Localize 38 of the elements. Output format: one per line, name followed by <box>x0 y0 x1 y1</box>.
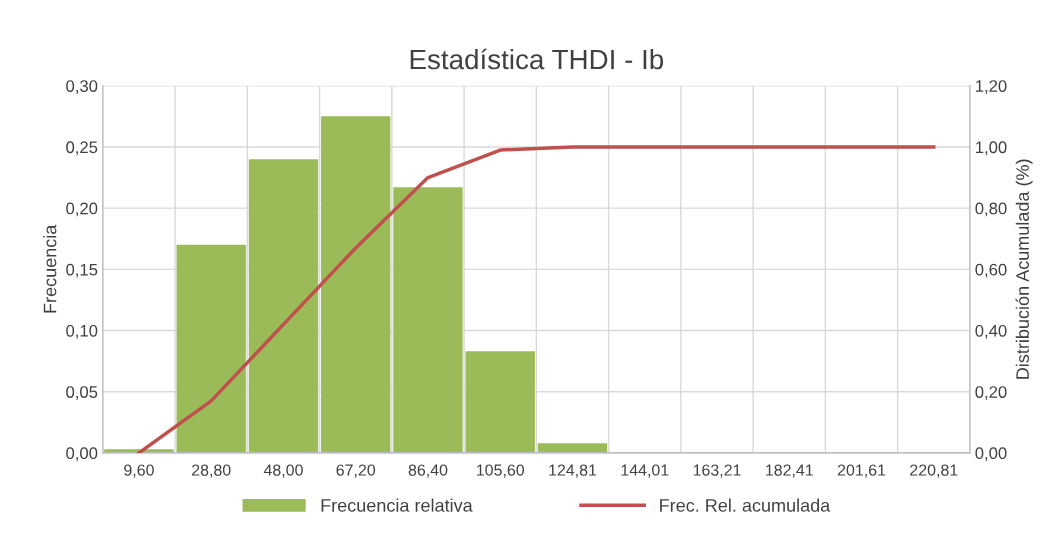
x-tick-label: 28,80 <box>192 464 231 478</box>
x-tick-label: 9,60 <box>124 464 154 478</box>
y-tick-label: 0,15 <box>66 263 98 278</box>
y-tick-label: 0,30 <box>66 80 98 94</box>
bar <box>465 351 535 453</box>
x-tick-label: 144,01 <box>621 464 669 478</box>
y-tick-label: 0,05 <box>66 386 98 400</box>
y-tick-label: 0,00 <box>66 447 98 462</box>
y-tick-label: 0,20 <box>66 202 98 217</box>
y2-tick-label: 1,20 <box>976 80 1007 94</box>
bar <box>393 187 463 453</box>
y2-tick-label: 0,20 <box>975 386 1007 400</box>
legend-label: Frecuencia relativa <box>321 498 473 512</box>
legend-label: Frec. Rel. acumulada <box>660 498 831 512</box>
y-tick-label: 0,25 <box>66 141 98 156</box>
bar <box>537 443 608 453</box>
y2-tick-label: 0,00 <box>975 447 1007 462</box>
x-tick-label: 182,41 <box>766 464 813 478</box>
y-tick-label: 0,10 <box>66 324 98 339</box>
y2-tick-label: 1,00 <box>976 141 1007 156</box>
x-tick-label: 67,20 <box>336 464 376 478</box>
x-tick-label: 48,00 <box>263 464 303 478</box>
bar <box>248 159 319 453</box>
bar <box>321 116 391 453</box>
chart-title: Estadística THDI - Ib <box>410 48 664 70</box>
y2-tick-label: 0,60 <box>975 263 1007 278</box>
y2-axis-title: Distribución Acumulada (%) <box>1015 159 1033 379</box>
line-series <box>137 145 936 453</box>
y-axis-title: Frecuencia <box>43 224 57 313</box>
x-tick-label: 163,21 <box>693 464 741 478</box>
x-tick-label: 201,61 <box>837 464 886 478</box>
x-tick-label: 86,40 <box>408 464 448 478</box>
y2-tick-label: 0,40 <box>975 324 1007 339</box>
bar <box>176 244 246 453</box>
x-tick-label: 220,81 <box>910 464 958 478</box>
x-tick-label: 124,81 <box>549 464 597 478</box>
y2-tick-label: 0,80 <box>975 202 1007 217</box>
x-tick-label: 105,60 <box>477 464 525 478</box>
